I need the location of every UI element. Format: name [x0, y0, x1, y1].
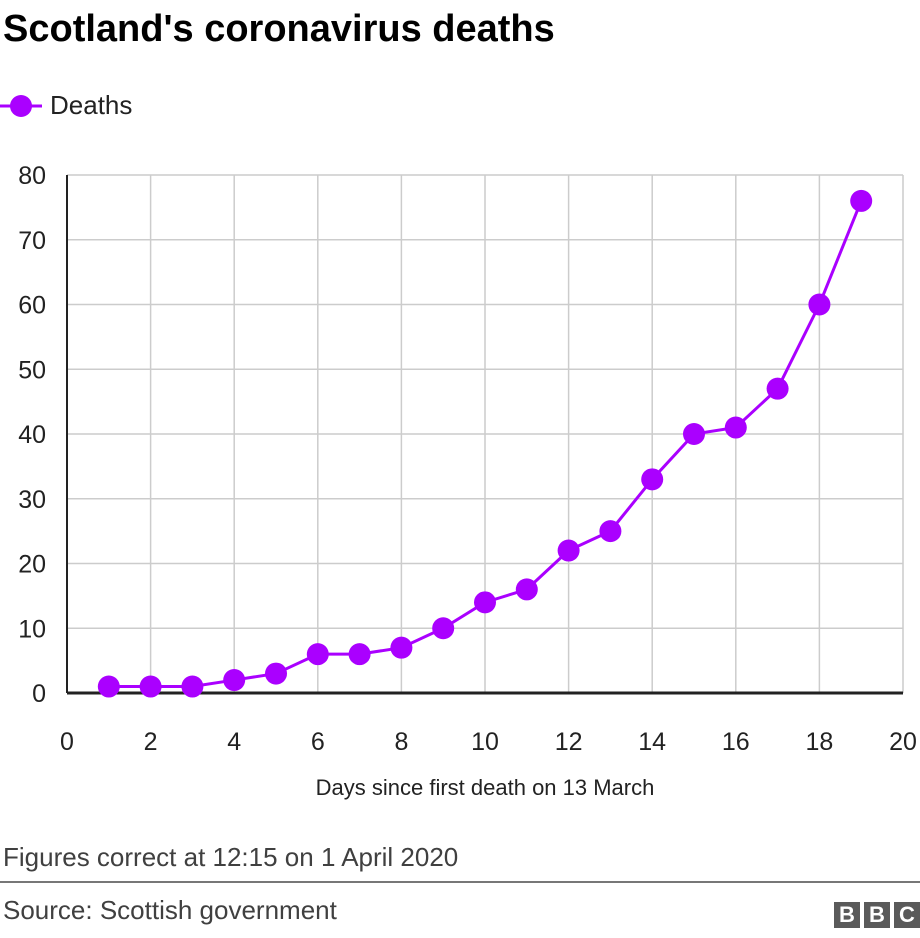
y-tick-label: 70	[18, 227, 46, 255]
data-point	[641, 468, 664, 491]
legend-marker-icon	[0, 94, 42, 117]
divider	[0, 881, 920, 883]
data-point	[850, 189, 873, 212]
line-chart: 0 2 4 6 8 10 12 14 16 18 20 0 10 20 30 40 50 60 70 80 Days s…	[18, 162, 917, 800]
note: Figures correct at 12:15 on 1 April 2020	[3, 842, 459, 872]
data-point	[390, 636, 413, 659]
data-point	[348, 643, 371, 666]
x-tick-label: 4	[227, 728, 241, 756]
y-tick-label: 80	[18, 162, 46, 190]
data-point	[432, 617, 455, 640]
data-point	[557, 539, 580, 562]
x-tick-label: 16	[722, 728, 750, 756]
data-point	[724, 416, 747, 439]
source: Source: Scottish government	[3, 895, 337, 925]
legend: Deaths	[0, 90, 132, 121]
y-tick-label: 10	[18, 615, 46, 643]
data-point	[306, 643, 329, 666]
x-tick-label: 18	[805, 728, 833, 756]
legend-label: Deaths	[50, 90, 133, 120]
data-point	[515, 578, 538, 601]
x-tick-label: 14	[638, 728, 666, 756]
x-axis-label: Days since first death on 13 March	[316, 775, 655, 800]
y-tick-label: 60	[18, 292, 46, 320]
y-tick-label: 0	[32, 680, 46, 708]
y-tick-label: 20	[18, 551, 46, 579]
data-point	[97, 675, 120, 698]
x-tick-label: 20	[889, 728, 917, 756]
y-tick-label: 50	[18, 356, 46, 384]
data-point	[474, 591, 496, 614]
x-tick-label: 0	[60, 728, 74, 756]
data-point	[599, 520, 622, 543]
data-point	[181, 675, 204, 698]
data-point	[808, 293, 831, 316]
y-tick-label: 40	[18, 421, 46, 449]
x-tick-label: 6	[311, 728, 325, 756]
x-tick-label: 8	[394, 728, 408, 756]
data-point	[223, 669, 246, 692]
y-tick-label: 30	[18, 486, 46, 514]
data-point	[265, 662, 287, 685]
x-tick-label: 10	[471, 728, 499, 756]
chart-title: Scotland's coronavirus deaths	[3, 8, 555, 50]
x-tick-label: 2	[144, 728, 158, 756]
data-point	[683, 423, 705, 445]
data-point	[766, 377, 789, 400]
x-tick-label: 12	[555, 728, 583, 756]
data-point	[139, 675, 162, 698]
